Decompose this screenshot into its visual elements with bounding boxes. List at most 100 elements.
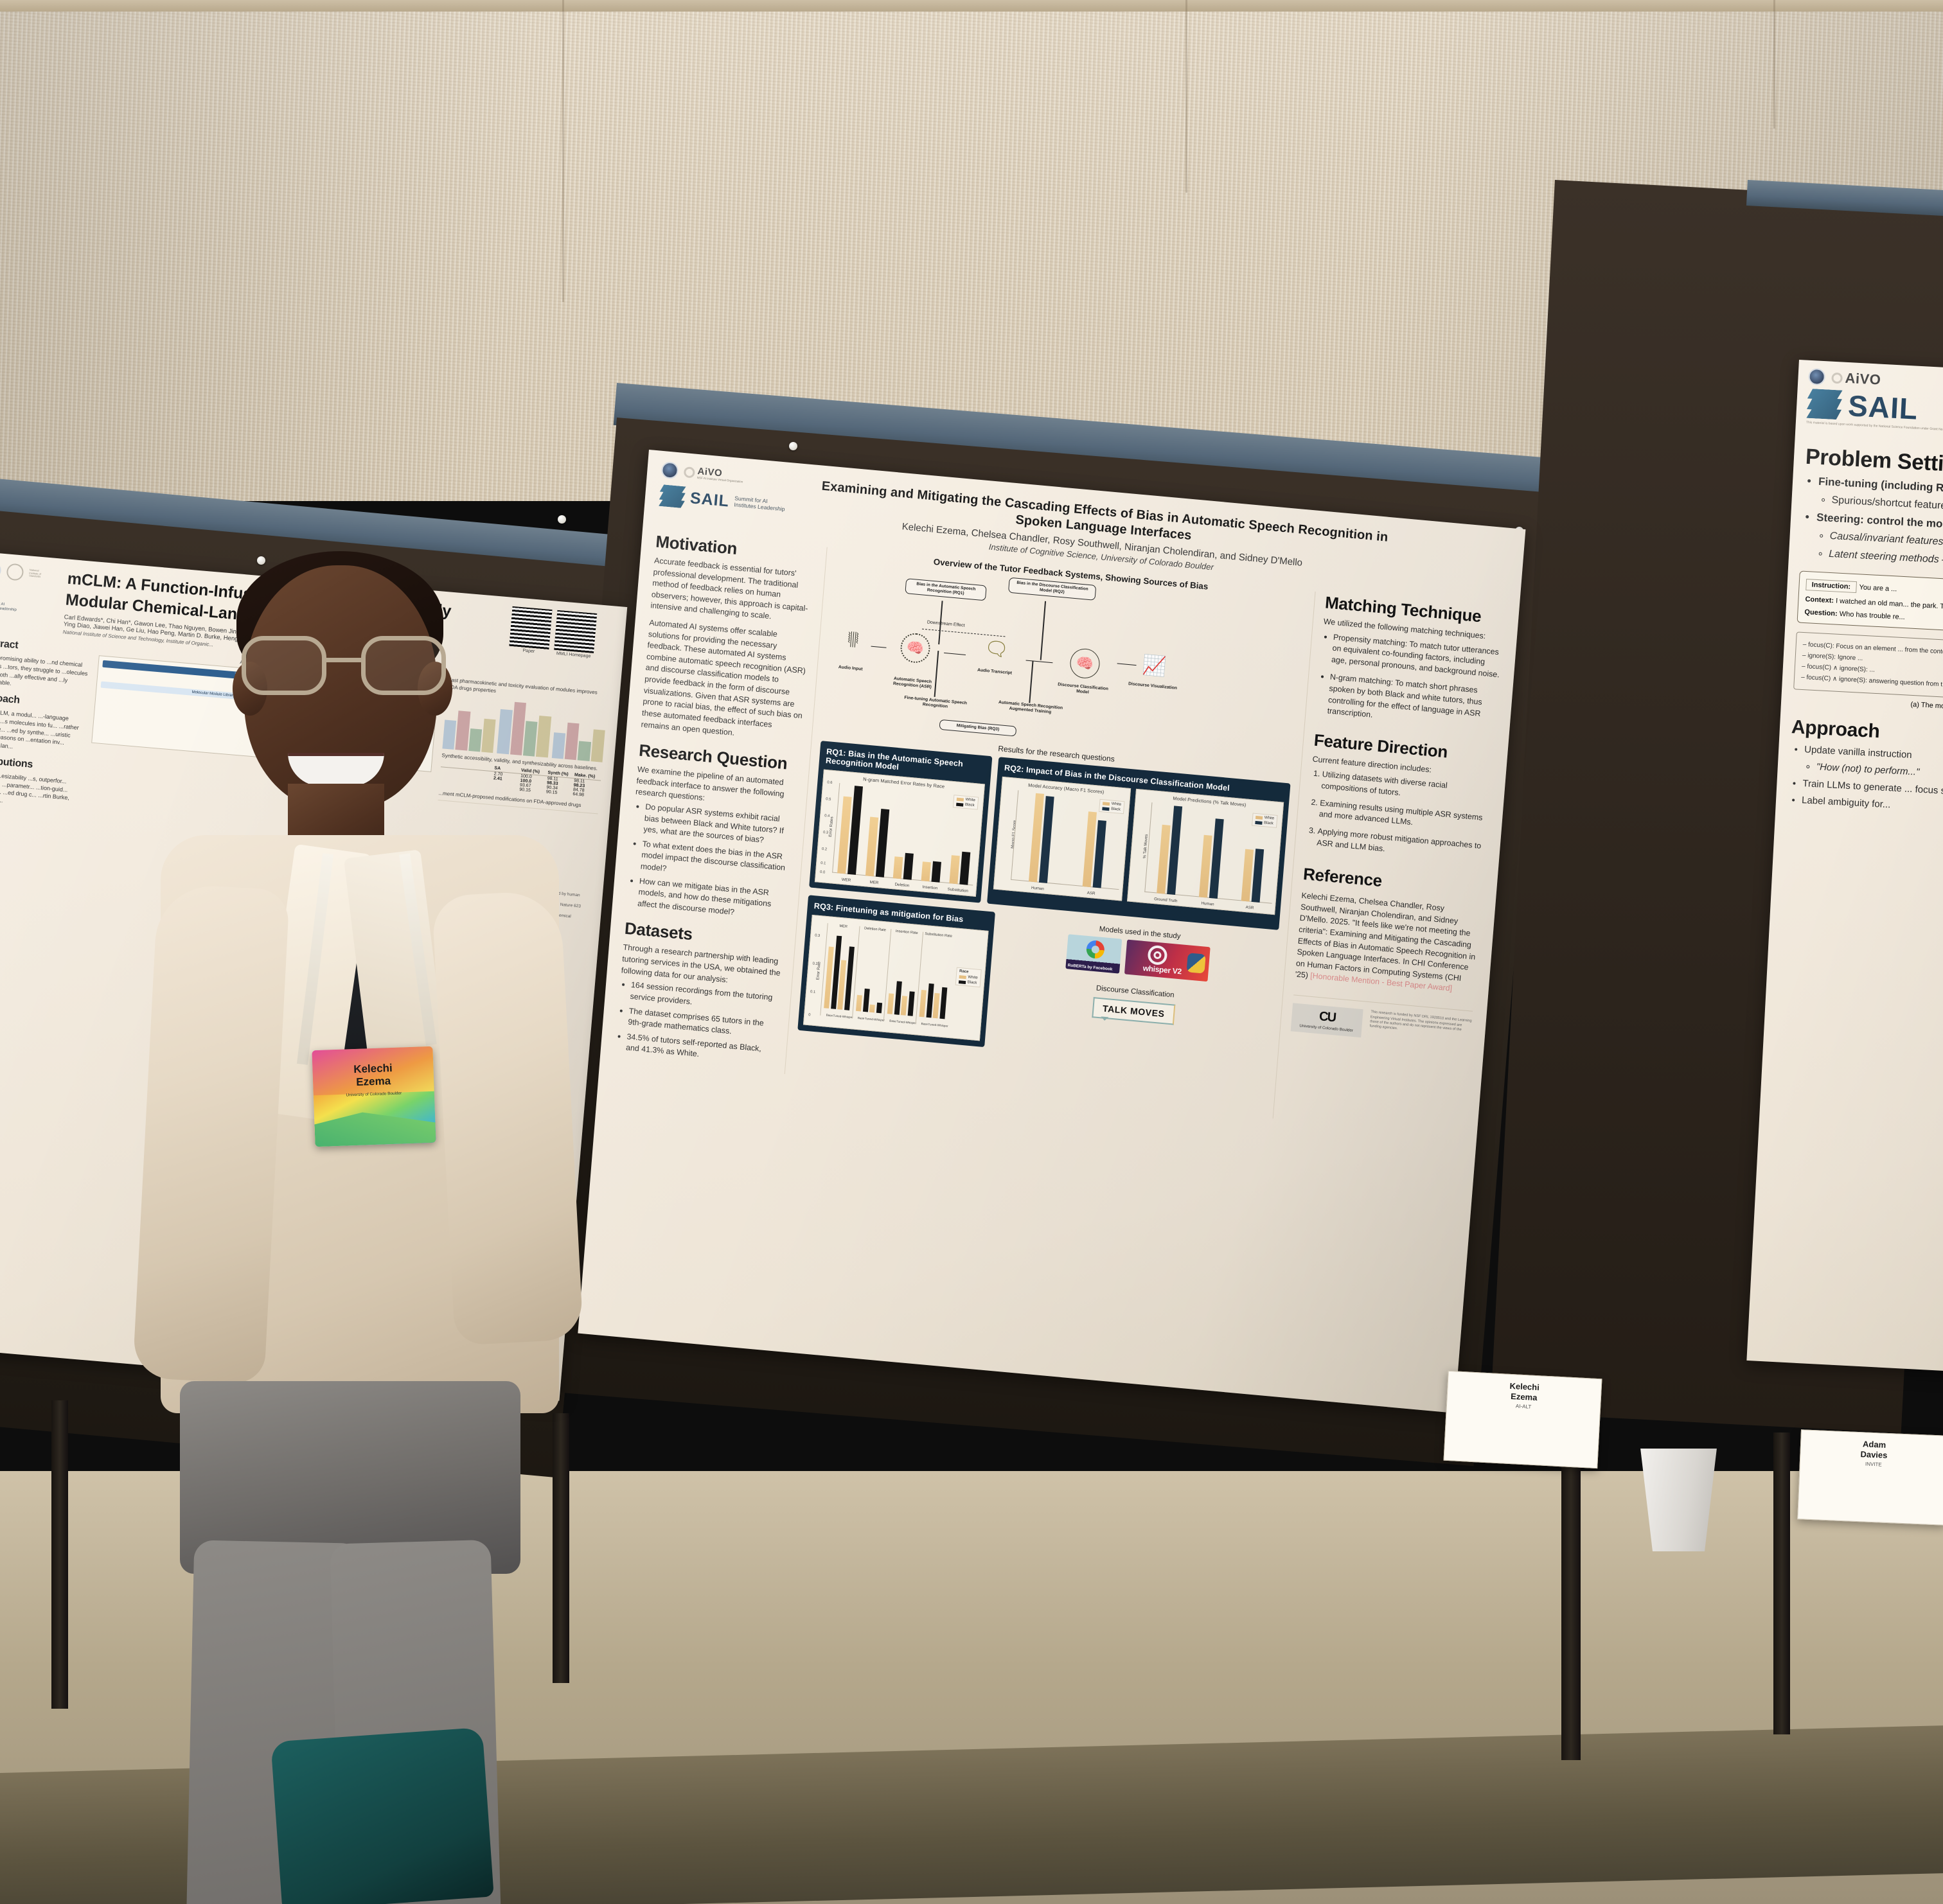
callout-rq1: Bias in the Automatic Speech Recognition… bbox=[905, 578, 987, 601]
bar-black bbox=[931, 861, 942, 883]
callout-rq2: Bias in the Discourse Classification Mod… bbox=[1007, 577, 1097, 601]
x-tick-label: Base bbox=[921, 1022, 928, 1026]
nsf-seal-icon bbox=[661, 461, 679, 480]
chart-rq3-ytick: 0.3 bbox=[814, 933, 821, 939]
x-tick-label: Base bbox=[857, 1016, 865, 1020]
python-icon bbox=[1186, 953, 1206, 974]
matching-technique-list: Propensity matching: To match tutor utte… bbox=[1316, 631, 1502, 732]
node-transcript-label: Audio Transcript bbox=[977, 667, 1013, 676]
brain-icon: 🧠 bbox=[1069, 647, 1101, 680]
chart-rq1-ylabel: Error Rates bbox=[828, 816, 835, 838]
bar-group: ASR bbox=[1065, 797, 1125, 896]
wall-seam bbox=[562, 0, 564, 302]
arrow bbox=[871, 646, 887, 648]
badge-gradient-bottom bbox=[314, 1106, 436, 1147]
panel-rq2: RQ2: Impact of Bias in the Discourse Cla… bbox=[987, 757, 1291, 930]
right-poster-bullets-2: Update vanilla instruction "How (not) to… bbox=[1788, 742, 1943, 822]
x-tick-label: Substitution bbox=[947, 886, 969, 894]
bar-white bbox=[887, 993, 894, 1014]
conference-badge: Kelechi Ezema University of Colorado Bou… bbox=[312, 1046, 436, 1147]
chart-rq1-ytick: 0.3 bbox=[822, 830, 829, 835]
model-whisper-label: whisper V2 bbox=[1142, 963, 1182, 976]
instruction-label: Instruction: bbox=[1805, 578, 1857, 594]
x-tick-label: Tuned-Whisper bbox=[864, 1017, 885, 1022]
arrow bbox=[944, 652, 966, 655]
bar-group: Human bbox=[1187, 807, 1236, 907]
connector-augment bbox=[1029, 660, 1034, 703]
x-tick-label: Base bbox=[826, 1013, 833, 1018]
lens-left bbox=[242, 636, 326, 695]
research-question-list: Do popular ASR systems exhibit racial bi… bbox=[626, 800, 795, 923]
bar-white bbox=[893, 856, 903, 879]
bar-group: Ground Truth bbox=[1145, 804, 1194, 903]
node-asr: 🧠 Automatic Speech Recognition (ASR) bbox=[885, 631, 945, 691]
legend-title: Race bbox=[959, 969, 969, 974]
facet-title: Insertion Rate bbox=[895, 929, 918, 935]
openai-swirl-icon bbox=[1147, 944, 1168, 966]
poster-center-asr-bias[interactable]: AiVO NSF AI Institute Virtual Organizati… bbox=[578, 450, 1526, 1413]
push-pin bbox=[257, 556, 265, 565]
datasets-list: 164 session recordings from the tutoring… bbox=[615, 979, 781, 1068]
aivo-circle-icon bbox=[683, 466, 696, 479]
model-logo-whisper: whisper V2 bbox=[1124, 939, 1211, 982]
board-leg bbox=[553, 1413, 569, 1683]
center-poster-right-column: Matching Technique We utilized the follo… bbox=[1284, 592, 1505, 1136]
x-tick-label: Human bbox=[1201, 901, 1214, 907]
glasses-bridge bbox=[325, 658, 364, 662]
chart-rq3: Error Rate 0.3 0.2 0.1 0 Race White Blac… bbox=[803, 914, 989, 1041]
name-sign-adam: Adam Davies INVITE bbox=[1797, 1429, 1943, 1526]
legend-label: White bbox=[968, 975, 978, 980]
x-tick-label: Human bbox=[1031, 885, 1045, 892]
left-poster-heading-contributions: Contributions bbox=[0, 754, 33, 770]
right-poster-figure-caption: (a) The more youthful ... bbox=[1910, 700, 1943, 712]
facet-title: Substitution Rate bbox=[925, 931, 953, 939]
sail-logo-icon bbox=[1806, 389, 1842, 420]
bar-white bbox=[901, 996, 908, 1016]
chart-rq2a: Model Accuracy (Macro F1 Scores) Macro F… bbox=[993, 776, 1131, 901]
funding-acknowledgment: This research is funded by NSF DRL 19205… bbox=[1369, 1010, 1472, 1032]
line-chart-icon: 📈 bbox=[1141, 655, 1167, 678]
right-poster-bullet: Latent steering methods — narrow, inflex… bbox=[1829, 547, 1943, 577]
chart-rq2b: Model Predictions (% Talk Moves) % Talk … bbox=[1127, 788, 1284, 915]
node-visualization: 📈 Discourse Visualization bbox=[1123, 653, 1185, 692]
model-logo-roberta-facebook: RoBERTa by Facebook bbox=[1065, 934, 1122, 974]
bar-black bbox=[903, 852, 914, 880]
chart-rq1-ytick: 0.0 bbox=[819, 870, 826, 875]
eyeglasses bbox=[242, 636, 446, 698]
board-leg bbox=[1773, 1432, 1790, 1734]
chart-rq1-ytick: 0.1 bbox=[820, 861, 826, 866]
x-tick-label: Base bbox=[889, 1019, 896, 1023]
node-asr-label: Automatic Speech Recognition (ASR) bbox=[892, 676, 932, 690]
model-roberta-label: RoBERTa by Facebook bbox=[1067, 963, 1113, 972]
chart-rq3-ytick: 0.2 bbox=[812, 962, 818, 967]
chart-rq1: N-gram Matched Error Rates by Race Error… bbox=[814, 769, 985, 897]
institute-logo-label: National Institute of Standards bbox=[28, 568, 42, 579]
node-audio-input-label: Audio Input bbox=[838, 665, 863, 672]
aivo-wordmark: AiVO bbox=[1844, 369, 1881, 388]
x-tick-label: MER bbox=[869, 879, 879, 886]
left-poster-approach-text: ...duce mCLM, a modul... ...-language mo… bbox=[0, 707, 80, 750]
bar-white bbox=[855, 994, 862, 1012]
legend-label: Black bbox=[967, 980, 977, 985]
chart-rq1-ytick: 0.6 bbox=[827, 780, 833, 785]
x-tick-label: Tuned-Whisper bbox=[896, 1019, 917, 1025]
left-poster-abstract-text: ...LLMs promising ability to ...nd chemi… bbox=[0, 653, 88, 687]
facet-title: MER bbox=[839, 924, 848, 930]
chart-rq1-ytick: 0.4 bbox=[824, 814, 830, 818]
callout-rq3: Mitigating Bias (RQ3) bbox=[939, 719, 1017, 737]
bar-group: Human bbox=[1011, 791, 1072, 891]
center-poster-center-column: Overview of the Tutor Feedback Systems, … bbox=[784, 547, 1316, 1119]
smile bbox=[288, 753, 384, 786]
transcript-bubble-icon: 🗨 bbox=[983, 637, 1010, 661]
badge-name-text: Kelechi Ezema bbox=[353, 1061, 393, 1088]
bar-black bbox=[1251, 849, 1264, 903]
bar-white bbox=[932, 992, 940, 1019]
node-discourse-model-label: Discourse Classification Model bbox=[1057, 682, 1109, 696]
bar-white bbox=[921, 861, 931, 882]
label-finetune-asr: Fine-tuning Automatic Speech Recognition bbox=[904, 695, 968, 710]
board-leg bbox=[51, 1400, 68, 1709]
bar-black bbox=[876, 1002, 883, 1014]
nsf-seal-icon bbox=[1807, 367, 1826, 386]
nsf-seal-icon bbox=[0, 561, 2, 579]
